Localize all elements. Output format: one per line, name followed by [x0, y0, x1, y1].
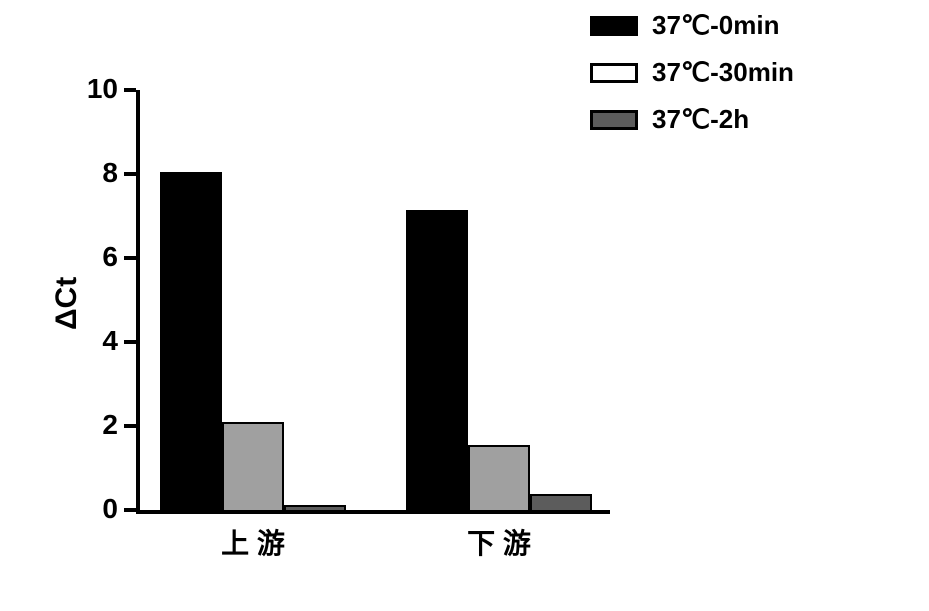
y-tick [124, 256, 136, 260]
y-tick-label: 10 [58, 73, 118, 105]
plot-area: 0246810上 游下 游 [140, 90, 610, 510]
y-tick [124, 172, 136, 176]
legend-label: 37℃-30min [652, 57, 794, 88]
legend-label: 37℃-0min [652, 10, 779, 41]
legend-swatch [590, 63, 638, 83]
bar [530, 494, 592, 510]
y-axis-line [136, 90, 140, 514]
x-axis-line [136, 510, 610, 514]
y-tick [124, 88, 136, 92]
legend-item: 37℃-2h [590, 104, 794, 135]
x-tick-label: 下 游 [406, 522, 592, 562]
y-tick [124, 508, 136, 512]
bar [406, 210, 468, 510]
bar [160, 172, 222, 510]
legend: 37℃-0min 37℃-30min 37℃-2h [590, 10, 794, 151]
y-tick-label: 2 [58, 409, 118, 441]
y-tick [124, 340, 136, 344]
legend-label: 37℃-2h [652, 104, 749, 135]
bar [222, 422, 284, 510]
bar [468, 445, 530, 510]
legend-item: 37℃-0min [590, 10, 794, 41]
y-tick-label: 4 [58, 325, 118, 357]
y-tick-label: 6 [58, 241, 118, 273]
y-tick-label: 0 [58, 493, 118, 525]
y-tick [124, 424, 136, 428]
y-axis-title: ΔCt [50, 277, 84, 330]
legend-item: 37℃-30min [590, 57, 794, 88]
legend-swatch [590, 16, 638, 36]
y-tick-label: 8 [58, 157, 118, 189]
chart-canvas: 37℃-0min37℃-30min37℃-2h ΔCt 0246810上 游下 … [0, 0, 929, 611]
bar [284, 505, 346, 510]
x-tick-label: 上 游 [160, 522, 346, 562]
